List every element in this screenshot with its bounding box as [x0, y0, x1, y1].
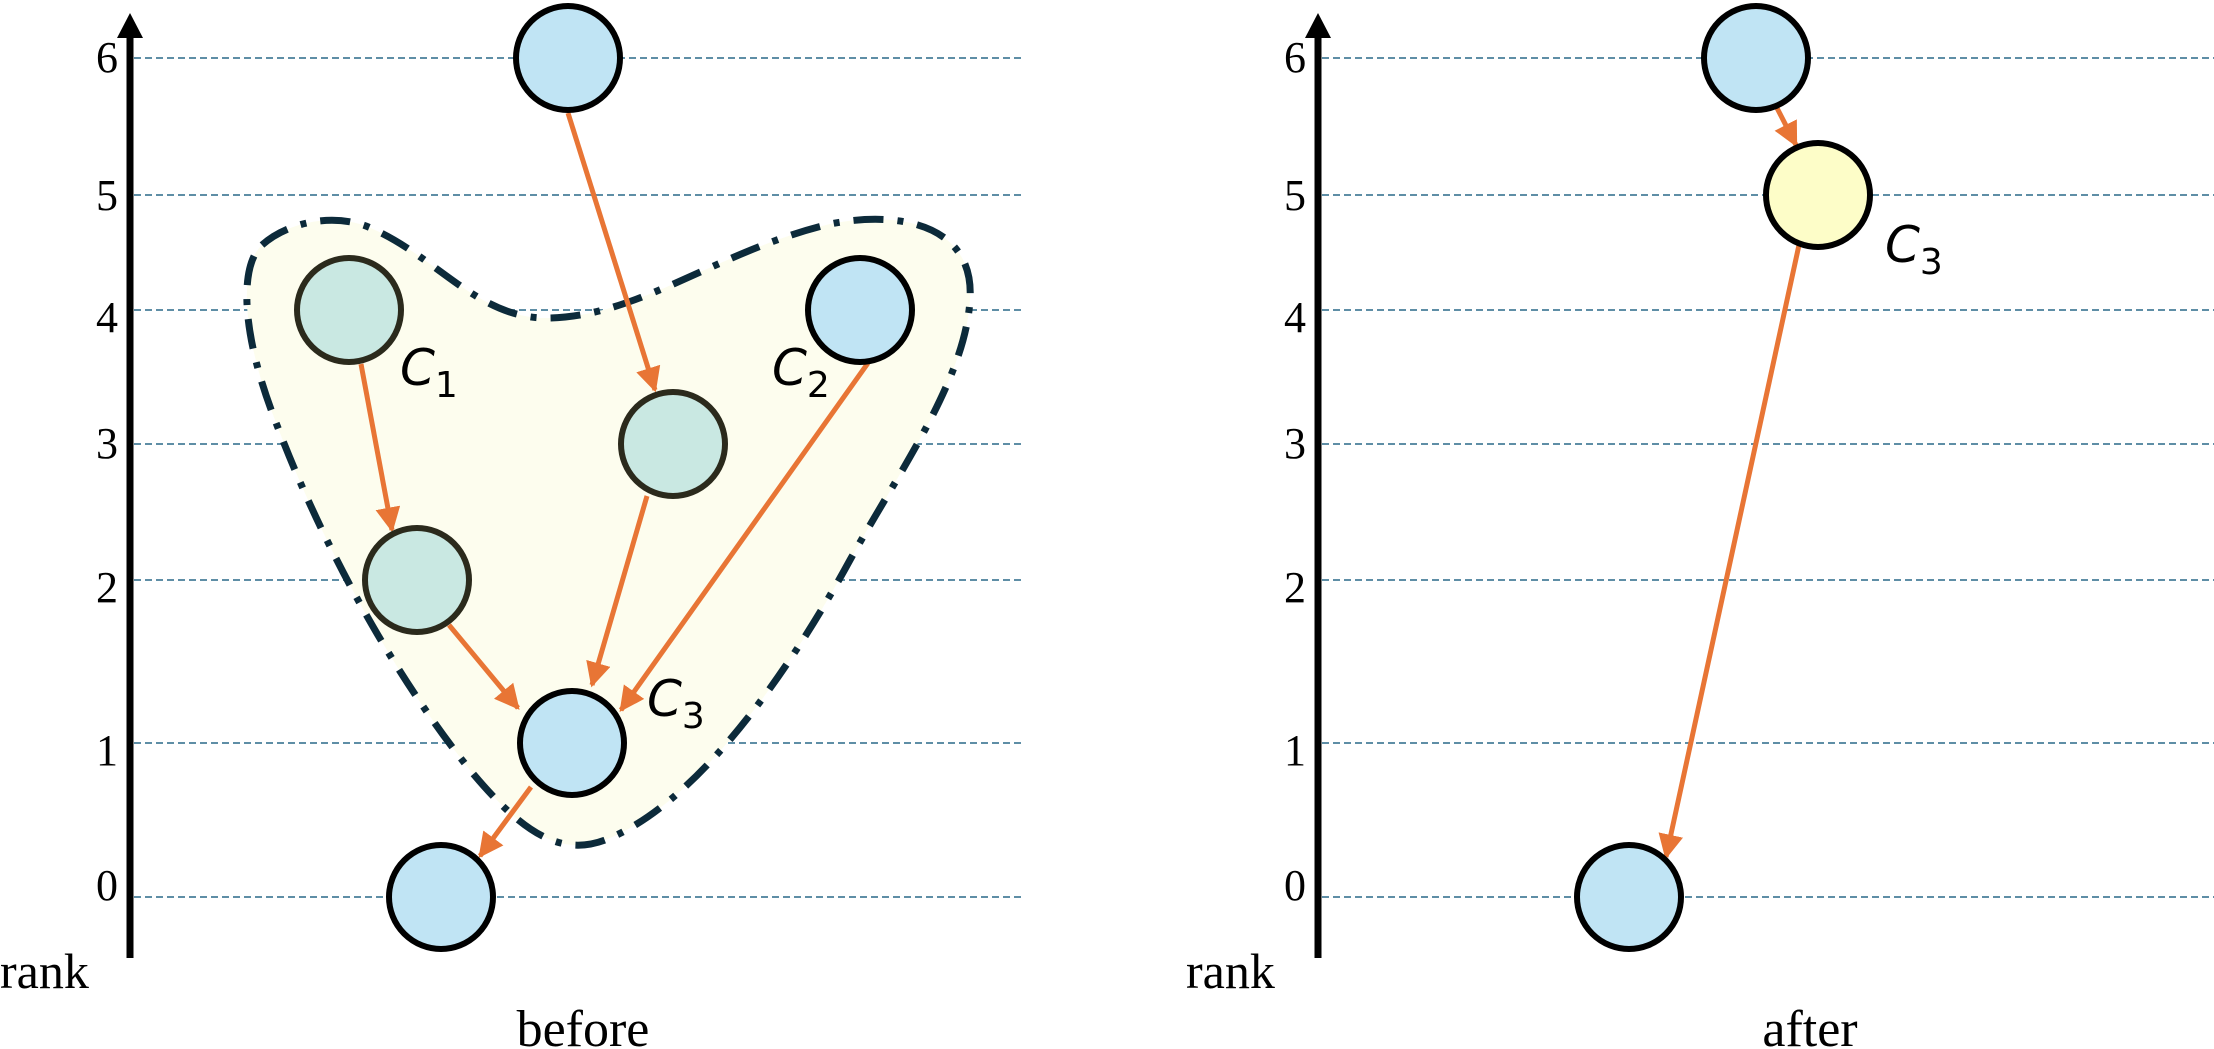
node-rank-6	[513, 3, 623, 113]
edge-c1a-to-c1b	[358, 363, 401, 533]
label-c3: C3	[647, 670, 705, 737]
panel-before: 6 5 4 3 2 1 0 rank before	[0, 3, 1025, 1049]
tick-2: 2	[1284, 563, 1306, 612]
axis-label-rank: rank	[0, 943, 89, 999]
axis-arrowhead-icon	[1305, 13, 1331, 38]
label-c1: C1	[400, 339, 458, 406]
node-c3-rank-1	[517, 688, 627, 798]
tick-2: 2	[96, 563, 118, 612]
node-c2-rank-4	[805, 255, 915, 365]
tick-5: 5	[1284, 171, 1306, 220]
node-c1-rank-4	[294, 255, 404, 365]
edge-mid-to-c3	[586, 495, 650, 688]
nodes-before	[294, 3, 915, 952]
tick-0: 0	[96, 861, 118, 910]
node-c1-rank-2	[362, 525, 472, 635]
tick-0: 0	[1284, 861, 1306, 910]
edge-c3-to-bottom	[1658, 244, 1802, 860]
node-rank-0	[1574, 842, 1684, 952]
node-rank-0	[386, 842, 496, 952]
tick-1: 1	[96, 726, 118, 775]
gridlines-after	[1322, 57, 2214, 898]
node-rank-3	[618, 389, 728, 499]
axis-arrowhead-icon	[117, 13, 143, 38]
tick-6: 6	[96, 33, 118, 82]
tick-5: 5	[96, 171, 118, 220]
node-c3-rank-5	[1763, 140, 1873, 250]
tick-3: 3	[96, 419, 118, 468]
tick-labels-after: 6 5 4 3 2 1 0	[1284, 33, 1306, 910]
tick-labels-before: 6 5 4 3 2 1 0	[96, 33, 118, 910]
edge-c2-to-c3	[618, 361, 871, 713]
edge-top-to-mid	[565, 112, 661, 393]
edges-before	[358, 112, 871, 859]
edge-top-to-c3	[1774, 106, 1799, 148]
panel-label-after: after	[1762, 1001, 1857, 1049]
cluster-region	[243, 215, 974, 849]
panel-label-before: before	[517, 1001, 650, 1049]
label-c3: C3	[1885, 216, 1943, 283]
tick-1: 1	[1284, 726, 1306, 775]
cluster-labels-before: C1 C2 C3	[400, 339, 830, 737]
edge-c1b-to-c3	[447, 623, 520, 710]
panel-after: 6 5 4 3 2 1 0 rank after C3	[1186, 3, 2214, 1049]
edges-after	[1658, 106, 1802, 860]
tick-4: 4	[1284, 293, 1306, 342]
edge-c3-to-bottom	[477, 785, 534, 859]
tick-6: 6	[1284, 33, 1306, 82]
tick-4: 4	[96, 293, 118, 342]
axis-label-rank: rank	[1186, 943, 1275, 999]
label-c2: C2	[772, 339, 830, 406]
nodes-after	[1574, 3, 1873, 952]
tick-3: 3	[1284, 419, 1306, 468]
node-rank-6	[1701, 3, 1811, 113]
